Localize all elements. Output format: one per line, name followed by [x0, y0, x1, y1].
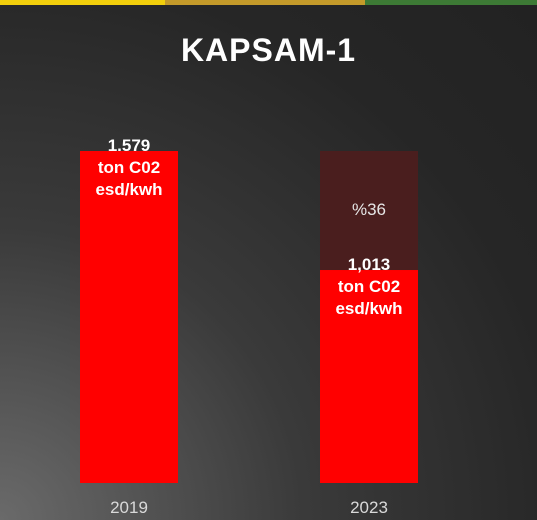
bar [80, 151, 178, 483]
annotation: %36 [351, 199, 387, 219]
bar [320, 270, 418, 483]
x-tick-label: 2023 [350, 498, 388, 517]
x-tick-label: 2019 [110, 498, 148, 517]
bar [320, 151, 418, 271]
data-label: 1,013 ton C02 esd/kwh [335, 255, 403, 318]
stripe [165, 0, 365, 5]
data-label: 1.579 ton C02 esd/kwh [95, 136, 163, 199]
chart-title: KAPSAM-1 [180, 32, 357, 68]
stripe [0, 0, 165, 5]
stripe [365, 0, 537, 5]
